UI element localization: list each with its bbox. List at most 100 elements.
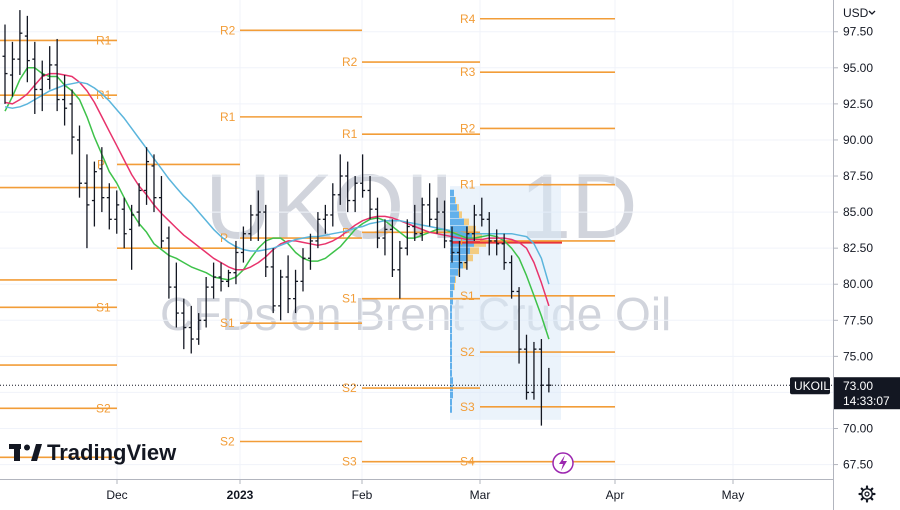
ohlc-bar bbox=[255, 190, 261, 241]
volume-bar-up bbox=[450, 406, 452, 413]
pivot-levels: R1R1S1S2PR2R1PS1S2R2R1PS1S2S3R4R3R2R1PS1… bbox=[0, 12, 615, 469]
volume-bar-up bbox=[450, 225, 468, 233]
moving-averages bbox=[4, 67, 550, 340]
symbol-badge-label: UKOIL bbox=[794, 379, 830, 393]
ohlc-bar bbox=[32, 41, 38, 114]
ohlc-bar bbox=[352, 176, 358, 213]
ohlc-bar bbox=[17, 10, 23, 76]
volume-bar-up bbox=[450, 377, 453, 384]
pivot-label: R2 bbox=[460, 121, 476, 135]
volume-bar-up bbox=[450, 341, 452, 348]
ohlc-bar bbox=[337, 154, 343, 205]
gear-icon[interactable] bbox=[858, 485, 876, 503]
ohlc-bar bbox=[39, 60, 45, 112]
price-tick-label: 70.00 bbox=[843, 422, 873, 436]
volume-bar-up bbox=[450, 218, 464, 226]
ohlc-bar bbox=[285, 255, 291, 314]
time-axis[interactable]: Dec 2023 Feb Mar Apr May bbox=[106, 479, 744, 502]
ohlc-bar bbox=[91, 161, 97, 227]
ohlc-bar bbox=[524, 334, 529, 400]
ohlc-bar bbox=[486, 212, 492, 256]
price-tick-label: 87.50 bbox=[843, 169, 873, 183]
candles bbox=[2, 10, 552, 426]
volume-bar-up bbox=[450, 348, 452, 356]
tradingview-logo[interactable]: TradingView bbox=[9, 440, 177, 465]
volume-bar-down bbox=[470, 247, 479, 255]
volume-bar-up bbox=[450, 297, 453, 305]
time-tick-label: Mar bbox=[470, 488, 491, 502]
pivot-label: S2 bbox=[342, 381, 357, 395]
time-tick-label: Apr bbox=[606, 488, 625, 502]
price-tick-label: 92.50 bbox=[843, 97, 873, 111]
ohlc-bar bbox=[322, 204, 328, 234]
volume-bar-down bbox=[463, 261, 467, 269]
ohlc-bar bbox=[144, 147, 150, 205]
ohlc-bar bbox=[233, 240, 239, 285]
time-tick-label: 2023 bbox=[227, 488, 254, 502]
pivot-label: S3 bbox=[342, 455, 357, 469]
ohlc-bar bbox=[226, 269, 231, 288]
ohlc-bar bbox=[315, 212, 321, 249]
ohlc-bar bbox=[293, 269, 299, 314]
volume-bar-down bbox=[454, 283, 455, 291]
ohlc-bar bbox=[84, 154, 90, 249]
ohlc-bar bbox=[367, 176, 373, 220]
ohlc-bar bbox=[9, 41, 15, 97]
volume-bar-up bbox=[450, 261, 463, 269]
time-tick-label: Dec bbox=[106, 488, 127, 502]
volume-bar-up bbox=[450, 211, 459, 218]
ohlc-bar bbox=[196, 313, 202, 345]
watermark: UKOIL 1D CFDs on Brent Crude Oil bbox=[160, 156, 671, 340]
ohlc-bar bbox=[2, 24, 8, 104]
volume-bar-up bbox=[450, 196, 455, 204]
ohlc-bar bbox=[345, 161, 351, 213]
volume-bar-up bbox=[450, 326, 452, 334]
volume-bar-up bbox=[450, 276, 455, 283]
volume-bar-down bbox=[455, 196, 456, 204]
volume-bar-up bbox=[450, 254, 467, 262]
ohlc-bar bbox=[419, 197, 425, 241]
price-tick-label: 82.50 bbox=[843, 241, 873, 255]
ohlc-bar bbox=[54, 38, 60, 112]
ohlc-bar bbox=[114, 190, 120, 234]
time-tick-label: Feb bbox=[352, 488, 373, 502]
pivot-label: S1 bbox=[342, 292, 357, 306]
ohlc-bar bbox=[501, 233, 507, 270]
symbol-badge bbox=[790, 377, 830, 395]
last-price-value: 73.00 bbox=[843, 379, 873, 393]
price-tick-label: 97.50 bbox=[843, 25, 873, 39]
ohlc-bar bbox=[158, 176, 164, 249]
ohlc-bar bbox=[456, 240, 462, 278]
volume-bar-up bbox=[450, 319, 452, 327]
currency-label: USD bbox=[843, 6, 869, 20]
volume-bar-down bbox=[468, 225, 476, 233]
ohlc-bar bbox=[106, 183, 112, 230]
volume-bar-up bbox=[450, 362, 452, 370]
watermark-description: CFDs on Brent Crude Oil bbox=[160, 288, 671, 340]
volume-bar-down bbox=[457, 204, 459, 211]
ohlc-bar bbox=[479, 197, 485, 227]
ohlc-bar bbox=[136, 183, 142, 227]
ohlc-bar bbox=[397, 240, 403, 299]
pivot-label: S2 bbox=[96, 401, 111, 415]
tradingview-logo-icon bbox=[9, 444, 42, 461]
lightning-icon[interactable] bbox=[552, 452, 574, 474]
last-price-badge bbox=[834, 377, 900, 410]
ohlc-bar bbox=[389, 219, 395, 278]
volume-bar-up bbox=[450, 391, 453, 399]
ohlc-bar bbox=[449, 226, 455, 263]
ohlc-bar bbox=[211, 262, 217, 299]
chevron-down-icon bbox=[868, 10, 876, 15]
ohlc-bar bbox=[24, 15, 30, 83]
volume-bar-down bbox=[472, 233, 482, 240]
volume-bar-up bbox=[450, 370, 452, 377]
volume-profile bbox=[450, 186, 562, 420]
volume-bar-up bbox=[450, 269, 458, 276]
pivot-label: S3 bbox=[460, 400, 475, 414]
moving-average-line-3 bbox=[4, 81, 550, 285]
currency-selector[interactable]: USD bbox=[843, 6, 876, 20]
ohlc-bar bbox=[471, 204, 477, 241]
ohlc-bar bbox=[129, 204, 135, 270]
